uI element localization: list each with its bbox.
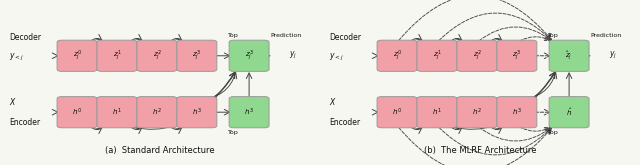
Text: $z_j^2$: $z_j^2$ [472, 49, 481, 63]
Text: $h^3$: $h^3$ [244, 107, 254, 118]
Text: Decoder: Decoder [10, 33, 42, 42]
FancyBboxPatch shape [177, 97, 217, 128]
Text: $z_j^3$: $z_j^3$ [244, 49, 253, 63]
Text: $h^1$: $h^1$ [112, 107, 122, 118]
FancyBboxPatch shape [417, 40, 457, 71]
Text: (a)  Standard Architecture: (a) Standard Architecture [105, 146, 215, 155]
Text: $z_j^0$: $z_j^0$ [392, 49, 401, 63]
Text: Encoder: Encoder [330, 118, 360, 127]
FancyBboxPatch shape [497, 97, 537, 128]
Text: $h^2$: $h^2$ [472, 107, 482, 118]
Text: Encoder: Encoder [10, 118, 40, 127]
Text: $h^2$: $h^2$ [152, 107, 162, 118]
FancyBboxPatch shape [417, 97, 457, 128]
Text: $z_j^0$: $z_j^0$ [72, 49, 81, 63]
Text: $z_j^1$: $z_j^1$ [433, 49, 442, 63]
Text: $z_j^1$: $z_j^1$ [113, 49, 122, 63]
FancyBboxPatch shape [497, 40, 537, 71]
FancyBboxPatch shape [97, 40, 137, 71]
Text: $y_j$: $y_j$ [289, 50, 297, 61]
Text: $z_j^3$: $z_j^3$ [193, 49, 202, 63]
Text: $z_j^2$: $z_j^2$ [152, 49, 161, 63]
Text: Top: Top [548, 130, 559, 135]
Text: $h^1$: $h^1$ [432, 107, 442, 118]
FancyBboxPatch shape [97, 97, 137, 128]
FancyBboxPatch shape [549, 40, 589, 71]
Text: Top: Top [228, 33, 239, 38]
Text: $z_j^3$: $z_j^3$ [513, 49, 522, 63]
FancyBboxPatch shape [377, 40, 417, 71]
Text: Prediction: Prediction [590, 33, 621, 38]
FancyBboxPatch shape [457, 97, 497, 128]
FancyBboxPatch shape [229, 97, 269, 128]
FancyBboxPatch shape [57, 40, 97, 71]
Text: Decoder: Decoder [330, 33, 362, 42]
Text: $h^3$: $h^3$ [512, 107, 522, 118]
Text: $\hat{h}$: $\hat{h}$ [566, 106, 572, 118]
Text: $X$: $X$ [330, 96, 337, 107]
FancyBboxPatch shape [57, 97, 97, 128]
FancyBboxPatch shape [229, 40, 269, 71]
FancyBboxPatch shape [457, 40, 497, 71]
FancyBboxPatch shape [137, 97, 177, 128]
Text: $y_j$: $y_j$ [609, 50, 617, 61]
Text: Top: Top [548, 33, 559, 38]
Text: (b)  The MLRF Architecture: (b) The MLRF Architecture [424, 146, 536, 155]
Text: Prediction: Prediction [270, 33, 301, 38]
Text: $X$: $X$ [10, 96, 17, 107]
Text: $y_{<j}$: $y_{<j}$ [330, 52, 344, 63]
FancyBboxPatch shape [177, 40, 217, 71]
FancyBboxPatch shape [549, 97, 589, 128]
FancyBboxPatch shape [137, 40, 177, 71]
Text: Top: Top [228, 130, 239, 135]
Text: $\hat{z}_j$: $\hat{z}_j$ [566, 49, 573, 62]
Text: $h^0$: $h^0$ [392, 107, 402, 118]
Text: $h^3$: $h^3$ [192, 107, 202, 118]
FancyBboxPatch shape [377, 97, 417, 128]
Text: $y_{<j}$: $y_{<j}$ [10, 52, 24, 63]
Text: $h^0$: $h^0$ [72, 107, 82, 118]
